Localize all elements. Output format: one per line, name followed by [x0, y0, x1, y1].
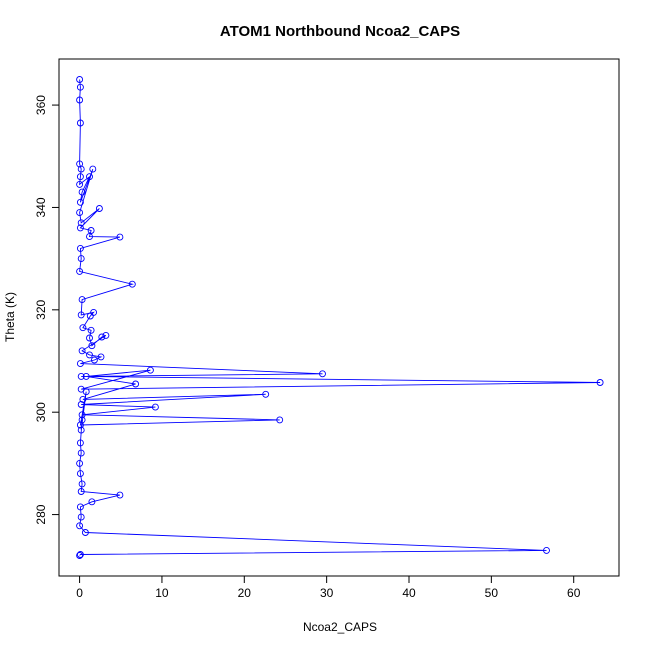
data-point	[76, 173, 84, 181]
data-point	[77, 219, 85, 227]
plot-area-frame	[58, 58, 620, 577]
data-point	[116, 491, 124, 499]
data-point	[97, 353, 105, 361]
data-point	[78, 296, 86, 304]
data-point	[77, 449, 85, 457]
data-point	[76, 76, 84, 83]
y-tick-label: 280	[34, 504, 48, 524]
x-tick-label: 50	[485, 586, 499, 600]
data-point	[116, 233, 124, 241]
data-point	[76, 551, 84, 558]
data-point	[88, 498, 96, 506]
data-point	[95, 205, 103, 212]
data-point	[77, 488, 85, 495]
data-point	[87, 227, 95, 234]
y-tick-label: 320	[34, 299, 48, 319]
y-axis-label: Theta (K)	[3, 292, 17, 342]
y-tick-label: 340	[34, 197, 48, 217]
data-point	[596, 379, 604, 386]
x-axis: 0 10 20 30 40 50 60	[76, 575, 581, 600]
y-tick-label: 360	[34, 95, 48, 115]
data-point	[90, 356, 98, 364]
data-point	[151, 403, 159, 411]
data-point	[276, 416, 284, 424]
chart-title: ATOM1 Northbound Ncoa2_CAPS	[220, 23, 460, 40]
x-tick-label: 30	[320, 586, 334, 600]
data-point	[76, 209, 84, 217]
data-point	[81, 529, 89, 536]
data-point	[78, 411, 86, 419]
data-point	[86, 351, 93, 359]
data-point	[89, 165, 97, 173]
data-point	[76, 96, 84, 104]
data-point	[82, 372, 90, 380]
data-point	[76, 522, 84, 530]
data-point	[76, 224, 84, 232]
data-point	[146, 366, 154, 374]
x-tick-label: 10	[155, 586, 169, 600]
data-point	[79, 324, 87, 332]
x-tick-label: 20	[238, 586, 252, 600]
data-point	[77, 372, 85, 380]
data-point	[76, 459, 84, 467]
data-point	[76, 119, 84, 127]
data-point	[76, 439, 84, 447]
data-point	[102, 331, 110, 339]
x-tick-label: 0	[76, 586, 83, 600]
data-point	[87, 326, 95, 334]
data-point	[132, 380, 140, 388]
data-point	[543, 546, 550, 554]
data-point	[76, 503, 84, 511]
data-point	[77, 165, 85, 173]
data-point	[76, 470, 84, 478]
data-point	[78, 188, 86, 196]
data-point	[82, 388, 90, 396]
data-point	[78, 480, 86, 488]
data-point	[88, 342, 96, 350]
data-point	[98, 333, 106, 341]
data-point	[76, 360, 84, 368]
data-point	[77, 255, 85, 263]
series-line	[79, 79, 601, 556]
data-point	[76, 267, 84, 275]
y-axis: 280 300 320 340 360	[34, 95, 60, 525]
x-tick-label: 60	[567, 586, 581, 600]
data-point	[77, 426, 85, 434]
data-point	[76, 83, 84, 91]
data-point	[77, 513, 85, 521]
series-layer	[76, 76, 604, 559]
x-tick-label: 40	[402, 586, 416, 600]
data-point	[86, 173, 93, 181]
data-point	[77, 401, 85, 408]
data-point	[76, 180, 84, 188]
data-point	[128, 280, 136, 288]
data-point	[78, 347, 86, 355]
data-point	[78, 416, 86, 424]
data-point	[76, 244, 84, 252]
x-axis-label: Ncoa2_CAPS	[303, 620, 377, 634]
data-point	[86, 233, 93, 241]
data-point	[86, 312, 94, 320]
data-point	[77, 311, 85, 319]
data-point	[76, 552, 84, 559]
y-tick-label: 300	[34, 402, 48, 422]
data-point	[76, 198, 84, 206]
data-point	[86, 334, 93, 342]
data-point	[262, 390, 270, 398]
data-point	[319, 370, 326, 378]
